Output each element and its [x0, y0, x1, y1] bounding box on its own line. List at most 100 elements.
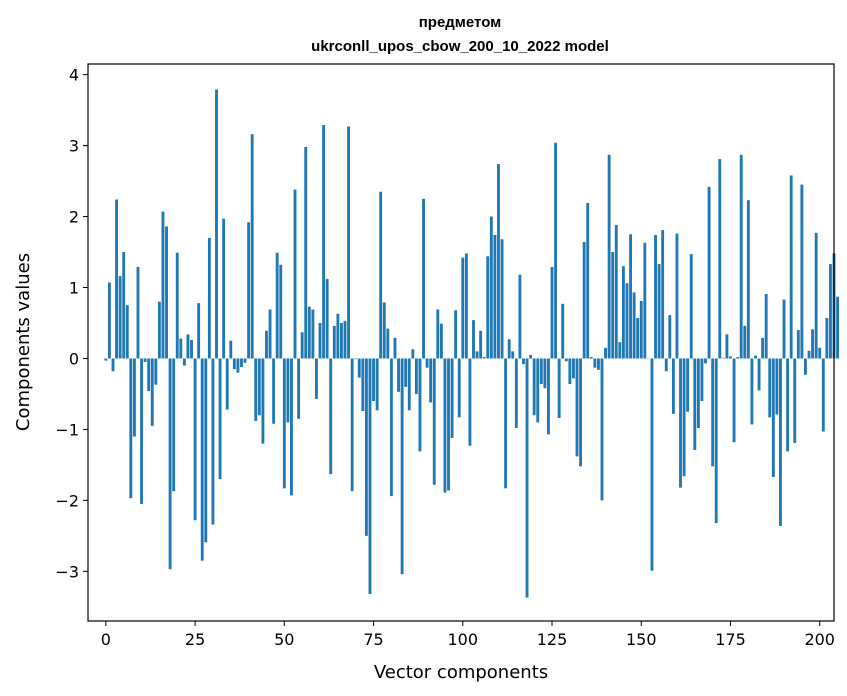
bar	[286, 358, 290, 423]
bar	[507, 339, 511, 359]
bar	[679, 358, 682, 488]
bar	[240, 358, 243, 367]
bar	[122, 252, 126, 359]
bar	[315, 358, 318, 399]
bar	[172, 358, 176, 492]
bar	[582, 242, 586, 359]
bar	[418, 358, 422, 452]
bar	[568, 358, 572, 384]
bar	[807, 350, 811, 359]
bars-group	[104, 89, 839, 598]
bar	[621, 266, 625, 359]
bar	[454, 310, 458, 359]
bar	[125, 305, 129, 359]
bar	[564, 358, 568, 362]
bar	[618, 342, 622, 359]
bar	[768, 358, 772, 418]
bar	[254, 358, 258, 421]
bar	[422, 198, 425, 359]
bar	[721, 357, 725, 359]
bar	[821, 358, 825, 432]
y-tick-label: 1	[69, 279, 79, 298]
x-tick-label: 75	[363, 630, 383, 649]
bar	[404, 358, 408, 387]
bar	[336, 313, 340, 359]
bar	[643, 242, 647, 359]
bar	[372, 358, 375, 402]
bar	[547, 358, 550, 435]
bar	[447, 358, 450, 491]
bar	[104, 358, 108, 361]
bar	[668, 315, 672, 359]
bar	[686, 358, 690, 412]
bar	[243, 358, 247, 363]
bar	[650, 358, 654, 571]
bar	[368, 358, 372, 595]
bar	[754, 355, 757, 359]
bar	[325, 278, 329, 359]
chart-title: предметом	[419, 14, 502, 31]
bar	[225, 358, 229, 410]
bar	[272, 358, 276, 424]
bar	[218, 358, 222, 480]
y-axis-ticks: −3 −2 −1 0 1 2 3 4	[55, 66, 88, 581]
bar	[579, 358, 583, 467]
bar	[739, 154, 743, 359]
bar	[629, 234, 632, 359]
bar	[268, 309, 272, 359]
bar	[596, 358, 600, 370]
bar	[514, 358, 518, 428]
plot-frame	[87, 63, 835, 622]
bar	[561, 303, 565, 359]
bar	[261, 358, 265, 444]
bar	[611, 252, 615, 359]
bar	[746, 200, 750, 359]
bar	[811, 329, 815, 359]
bar	[804, 358, 807, 375]
bar	[400, 358, 404, 575]
bar	[800, 184, 804, 359]
bar	[132, 358, 136, 437]
bar	[275, 252, 279, 359]
bar	[364, 358, 368, 536]
bar	[664, 358, 668, 372]
bar	[279, 264, 283, 359]
y-axis-label: Components values	[13, 253, 34, 431]
bar	[793, 358, 797, 443]
bar	[143, 358, 147, 363]
bar	[518, 274, 522, 359]
bar	[818, 347, 822, 359]
bar	[290, 358, 293, 496]
x-tick-label: 125	[537, 630, 568, 649]
bar	[689, 254, 693, 359]
bar	[147, 358, 151, 392]
bar	[257, 358, 261, 416]
bar	[625, 283, 629, 359]
bar	[168, 358, 172, 570]
y-tick-label: 4	[69, 66, 79, 85]
bar	[389, 358, 393, 497]
bar	[436, 309, 440, 359]
bar	[375, 358, 379, 411]
bar	[307, 306, 311, 359]
bar	[771, 358, 775, 477]
bar	[589, 357, 593, 359]
bar	[236, 358, 240, 373]
bar	[600, 358, 604, 501]
bar	[522, 358, 525, 365]
bar	[500, 239, 504, 359]
bar	[393, 337, 397, 359]
bar	[539, 358, 543, 384]
bar	[543, 358, 547, 389]
bar	[789, 175, 793, 359]
bar	[704, 358, 707, 364]
bar	[614, 225, 618, 359]
bar	[211, 358, 215, 525]
bar	[129, 358, 133, 499]
x-tick-label: 175	[715, 630, 746, 649]
bar	[536, 358, 540, 423]
bar	[825, 318, 829, 359]
bar	[350, 358, 354, 492]
bar	[796, 330, 800, 359]
